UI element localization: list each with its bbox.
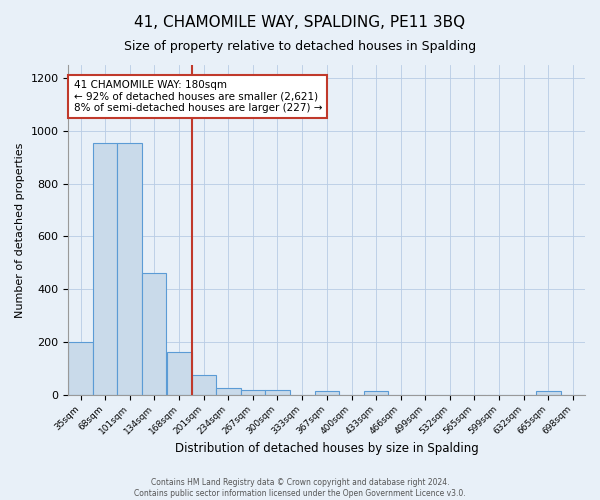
- Bar: [167, 352, 191, 395]
- Bar: [118, 143, 142, 395]
- Bar: [142, 274, 166, 394]
- Bar: [364, 390, 388, 394]
- Bar: [265, 390, 290, 394]
- Bar: [93, 143, 118, 395]
- Bar: [191, 375, 216, 394]
- Text: Size of property relative to detached houses in Spalding: Size of property relative to detached ho…: [124, 40, 476, 53]
- Bar: [241, 390, 265, 394]
- Text: 41, CHAMOMILE WAY, SPALDING, PE11 3BQ: 41, CHAMOMILE WAY, SPALDING, PE11 3BQ: [134, 15, 466, 30]
- Y-axis label: Number of detached properties: Number of detached properties: [15, 142, 25, 318]
- Bar: [536, 390, 560, 394]
- Bar: [216, 388, 241, 394]
- Bar: [68, 342, 93, 394]
- Text: Contains HM Land Registry data © Crown copyright and database right 2024.
Contai: Contains HM Land Registry data © Crown c…: [134, 478, 466, 498]
- X-axis label: Distribution of detached houses by size in Spalding: Distribution of detached houses by size …: [175, 442, 479, 455]
- Bar: [315, 390, 340, 394]
- Text: 41 CHAMOMILE WAY: 180sqm
← 92% of detached houses are smaller (2,621)
8% of semi: 41 CHAMOMILE WAY: 180sqm ← 92% of detach…: [74, 80, 322, 113]
